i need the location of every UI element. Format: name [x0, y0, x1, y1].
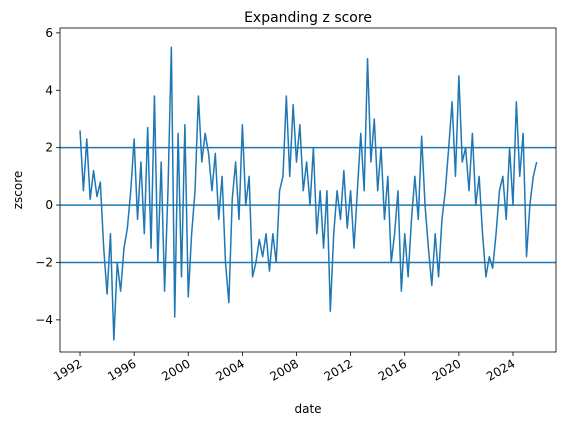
x-tick-label: 2008	[268, 356, 301, 383]
x-axis-label: date	[294, 402, 321, 416]
data-line	[79, 46, 538, 341]
y-tick-label: −2	[35, 255, 53, 269]
y-tick-label: 6	[45, 26, 53, 40]
x-tick-label: 2016	[376, 356, 409, 383]
plot-frame	[59, 27, 557, 353]
y-tick-label: 0	[45, 198, 53, 212]
x-tick-label: 1996	[105, 356, 138, 383]
y-tick-label: −4	[35, 313, 53, 327]
x-tick-label: 2000	[159, 356, 192, 383]
y-tick-label: 4	[45, 83, 53, 97]
x-tick-label: 2012	[322, 356, 355, 383]
y-tick-label: 2	[45, 141, 53, 155]
x-tick-label: 2020	[430, 356, 463, 383]
chart-title: Expanding z score	[244, 10, 372, 26]
y-axis-label: zscore	[11, 171, 25, 210]
x-tick-label: 2024	[484, 356, 517, 383]
x-tick-label: 2004	[213, 356, 246, 383]
x-tick-label: 1992	[51, 356, 84, 383]
